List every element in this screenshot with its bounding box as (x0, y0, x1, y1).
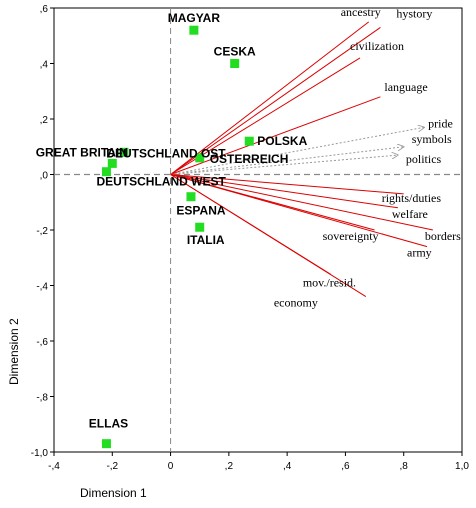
y-tick-label: -,4 (36, 282, 48, 293)
country-label: ESPANA (176, 204, 225, 218)
country-label: DEUTSCHLAND WEST (96, 175, 226, 189)
vector-rights-duties (170, 174, 404, 195)
country-point (101, 439, 111, 449)
x-tick-label: 0 (168, 461, 174, 472)
variable-label: hystory (396, 6, 432, 20)
country-labels: MAGYAR CESKA POLSKA ÖSTERREICH GREAT BRITAIN… (36, 11, 308, 430)
variable-label: civilization (350, 39, 404, 53)
x-axis-ticks: -,4 -,2 0 ,2 ,4 ,6 ,8 1,0 (48, 452, 469, 472)
country-point (186, 192, 196, 202)
variable-vectors (170, 21, 433, 298)
country-label: POLSKA (257, 134, 307, 148)
variable-label: pride (428, 116, 453, 130)
y-tick-label: ,4 (40, 60, 49, 71)
y-tick-label: -,6 (36, 337, 48, 348)
variable-label: welfare (392, 207, 428, 221)
y-tick-label: -,8 (36, 393, 48, 404)
variable-label: symbols (412, 132, 452, 146)
country-point (119, 147, 129, 157)
country-label: MAGYAR (168, 11, 221, 25)
vector-welfare (170, 174, 398, 209)
vector-hystory (170, 27, 381, 175)
variable-label: borders (425, 229, 461, 243)
x-tick-label: ,2 (225, 461, 234, 472)
country-point (230, 59, 240, 68)
x-tick-label: -,2 (106, 461, 118, 472)
country-point (101, 167, 111, 177)
y-axis-ticks: ,6 ,4 ,2 ,0 -,2 -,4 -,6 -,8 -1,0 (31, 4, 54, 459)
variable-label: politics (406, 152, 442, 166)
x-tick-label: ,4 (283, 461, 292, 472)
vector-army (170, 174, 428, 248)
vector-symbols (170, 147, 404, 175)
country-point (195, 222, 205, 232)
variable-label: army (407, 246, 432, 260)
y-tick-label: ,2 (40, 115, 49, 126)
variable-label: sovereignty (323, 229, 379, 243)
x-tick-label: ,6 (341, 461, 350, 472)
country-points (101, 25, 254, 449)
country-point (195, 153, 205, 163)
variable-label: ancestry (341, 5, 381, 19)
reference-lines (54, 8, 462, 452)
country-label: ITALIA (187, 233, 225, 247)
y-axis-title: Dimension 2 (7, 318, 21, 385)
variable-label: language (384, 80, 427, 94)
country-label: ÖSTERREICH (210, 151, 289, 166)
x-tick-label: 1,0 (455, 461, 469, 472)
y-tick-label: -1,0 (31, 448, 49, 459)
x-tick-label: -,4 (48, 461, 60, 472)
country-label: DEUTSCHLAND OST (106, 146, 226, 160)
y-tick-label: ,6 (40, 4, 49, 15)
x-axis-title: Dimension 1 (80, 486, 147, 500)
vector-language (170, 96, 381, 175)
y-tick-label: ,0 (40, 171, 49, 182)
variable-labels: ancestry hystory civilization language pride… (274, 5, 461, 310)
vector-economy (170, 174, 367, 298)
country-label: GREAT BRITAIN (36, 145, 128, 159)
country-point (189, 25, 199, 35)
country-label: ELLAS (89, 417, 128, 431)
y-tick-label: -,2 (36, 226, 48, 237)
vector-borders (170, 174, 433, 231)
country-point (107, 158, 117, 168)
vector-ancestry (170, 21, 370, 175)
x-tick-label: ,8 (400, 461, 409, 472)
vector-pride (170, 127, 425, 175)
plot-frame (53, 7, 463, 453)
country-label: CESKA (214, 45, 256, 59)
country-point (244, 136, 254, 146)
variable-label: rights/duties (382, 191, 442, 205)
variable-label: economy (274, 296, 318, 310)
variable-label: mov./resid. (303, 275, 356, 289)
